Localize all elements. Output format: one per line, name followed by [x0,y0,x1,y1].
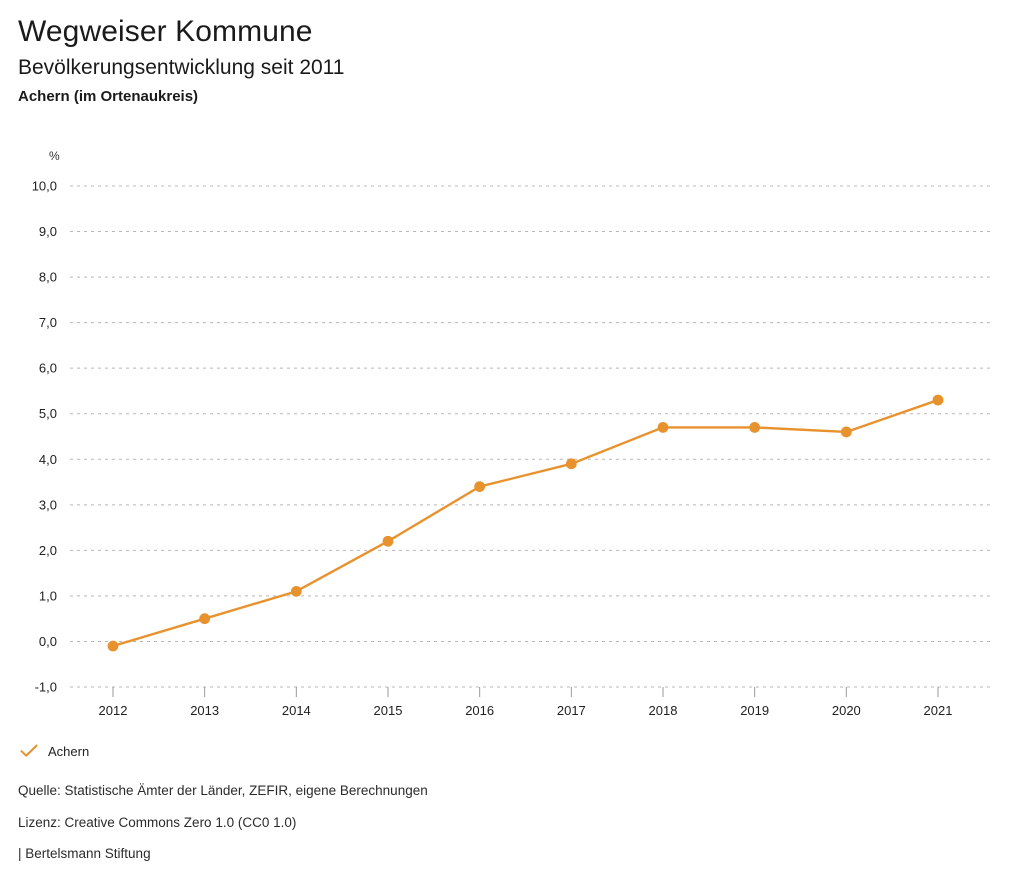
check-icon[interactable] [20,744,38,758]
data-point-marker[interactable] [932,394,944,406]
y-tick-label: 9,0 [39,224,57,239]
x-tick-label: 2013 [190,703,219,718]
x-tick-label: 2016 [465,703,494,718]
x-axis-tick-labels: 2012 2013 2014 2015 2016 2017 2018 2019 2020 2021 [99,703,953,718]
y-tick-label: 3,0 [39,497,57,512]
x-tick-label: 2019 [740,703,769,718]
data-point-marker[interactable] [749,421,761,433]
x-tick-label: 2012 [99,703,128,718]
data-point-marker[interactable] [474,481,486,492]
x-tick-label: 2014 [282,703,311,718]
footer-license: Lizenz: Creative Commons Zero 1.0 (CC0 1… [18,814,297,830]
chart-region-label: Achern (im Ortenaukreis) [18,87,199,105]
data-point-marker[interactable] [199,613,211,625]
x-tick-label: 2017 [557,703,586,718]
y-tick-label: 5,0 [39,406,57,421]
chart-subtitle: Bevölkerungsentwicklung seit 2011 [18,55,345,79]
x-tick-label: 2015 [374,703,403,718]
data-series-achern[interactable] [107,394,944,652]
footer-publisher: | Bertelsmann Stiftung [18,846,151,861]
y-tick-label: 0,0 [39,634,57,649]
line-chart-svg: 10,0 9,0 8,0 7,0 6,0 5,0 4,0 3,0 2,0 1,0 0,0 -1,0 2… [32,149,991,718]
x-axis-line [112,687,939,697]
y-tick-label: 7,0 [39,315,57,330]
legend-item-achern[interactable]: Achern [20,744,89,758]
grid-lines [70,185,991,688]
y-axis-unit-label: % [49,149,60,163]
chart-footer: Quelle: Statistische Ämter der Länder, Z… [18,784,998,861]
x-tick-label: 2020 [832,703,861,718]
data-point-marker[interactable] [290,585,302,597]
data-point-marker[interactable] [840,426,852,438]
legend-item-label: Achern [48,743,90,759]
data-point-marker[interactable] [565,458,577,470]
y-tick-label: 8,0 [39,270,57,285]
page-title: Wegweiser Kommune [18,15,313,48]
chart-legend: Achern [20,744,89,758]
data-point-marker[interactable] [657,421,669,433]
footer-source: Quelle: Statistische Ämter der Länder, Z… [18,783,428,798]
y-axis-tick-labels: 10,0 9,0 8,0 7,0 6,0 5,0 4,0 3,0 2,0 1,0 0,0 -1,0 [32,179,57,695]
y-tick-label: 2,0 [39,543,57,558]
data-point-marker[interactable] [382,535,394,547]
y-tick-label: 6,0 [39,361,57,376]
y-tick-label: 4,0 [39,452,57,467]
y-tick-label: 10,0 [32,179,57,194]
x-tick-label: 2018 [649,703,678,718]
y-tick-label: -1,0 [35,680,57,695]
chart-plot-area: 10,0 9,0 8,0 7,0 6,0 5,0 4,0 3,0 2,0 1,0 0,0 -1,0 2… [0,138,1024,738]
chart-header: Wegweiser Kommune Bevölkerungsentwicklun… [18,14,978,106]
x-tick-label: 2021 [924,703,953,718]
data-point-marker[interactable] [107,640,119,652]
y-tick-label: 1,0 [39,588,57,603]
series-line[interactable] [111,398,940,648]
